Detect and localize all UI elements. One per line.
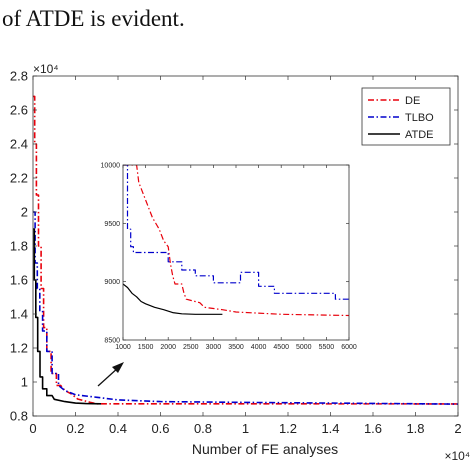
inset-x-tick-label: 5500	[319, 344, 335, 351]
main-x-tick-label: 1.8	[406, 421, 424, 436]
main-series-de	[33, 95, 458, 405]
main-y-tick-label: 1.8	[10, 239, 28, 254]
inset-x-tick-label: 4500	[273, 344, 289, 351]
main-x-tick-label: 2	[454, 421, 461, 436]
inset-x-tick-label: 4000	[251, 344, 267, 351]
inset-y-tick-label: 9000	[104, 279, 120, 286]
inset-x-tick-label: 3500	[228, 344, 244, 351]
caption-text: of ATDE is evident.	[2, 6, 185, 31]
main-y-tick-label: 2	[21, 205, 28, 220]
legend-label-tlbo: TLBO	[405, 112, 434, 124]
main-series-tlbo	[33, 211, 458, 405]
x-axis-label: Number of FE analyses	[192, 441, 338, 457]
inset-x-tick-label: 2500	[183, 344, 199, 351]
convergence-figure: 0 0.2 0.4 0.6 0.8 1 1.2 1.4 1.6 1.8 2 0.8 1 1.2 1.4 1.6…	[10, 62, 470, 463]
main-y-tick-label: 1.4	[10, 307, 28, 322]
inset-x-tick-label: 1000	[115, 344, 131, 351]
main-x-tick-label: 0.2	[66, 421, 84, 436]
inset-x-tick-label: 2000	[160, 344, 176, 351]
inset-series-atde	[123, 283, 223, 315]
legend-label-de: DE	[405, 95, 420, 107]
inset-y-tick-label: 8500	[104, 337, 120, 344]
main-x-tick-label: 1	[242, 421, 249, 436]
zoom-arrow-head	[112, 362, 124, 373]
main-x-tick-label: 1.4	[321, 421, 339, 436]
inset-x-tick-label: 3000	[206, 344, 222, 351]
inset-x-tick-label: 5000	[296, 344, 312, 351]
inset-series-tlbo	[123, 165, 349, 300]
main-y-tick-label: 1	[21, 375, 28, 390]
main-x-tick-label: 1.2	[279, 421, 297, 436]
x-exponent-label: ×10⁴	[444, 449, 470, 463]
main-y-tick-label: 2.6	[10, 103, 28, 118]
legend-label-atde: ATDE	[405, 129, 434, 141]
main-x-tick-label: 0.8	[194, 421, 212, 436]
main-x-tick-label: 0.4	[109, 421, 127, 436]
main-y-tick-label: 2.8	[10, 69, 28, 84]
main-y-tick-label: 1.2	[10, 341, 28, 356]
inset-y-tick-label: 10000	[101, 162, 121, 169]
main-y-tick-label: 2.2	[10, 171, 28, 186]
inset-series-de	[123, 165, 349, 317]
y-exponent-label: ×10⁴	[33, 62, 59, 76]
inset-y-tick-label: 9500	[104, 221, 120, 228]
main-x-tick-label: 1.6	[364, 421, 382, 436]
inset-x-tick-label: 6000	[341, 344, 357, 351]
main-y-tick-label: 0.8	[10, 409, 28, 424]
legend: DE TLBO ATDE	[361, 87, 451, 146]
inset-plot: 1000 1500 2000 2500 3000 3500 4000 4500 5000 5500…	[101, 162, 357, 351]
main-x-tick-label: 0	[29, 421, 36, 436]
main-x-tick-label: 0.6	[151, 421, 169, 436]
main-y-tick-label: 2.4	[10, 137, 28, 152]
inset-x-tick-label: 1500	[138, 344, 154, 351]
main-y-tick-label: 1.6	[10, 273, 28, 288]
